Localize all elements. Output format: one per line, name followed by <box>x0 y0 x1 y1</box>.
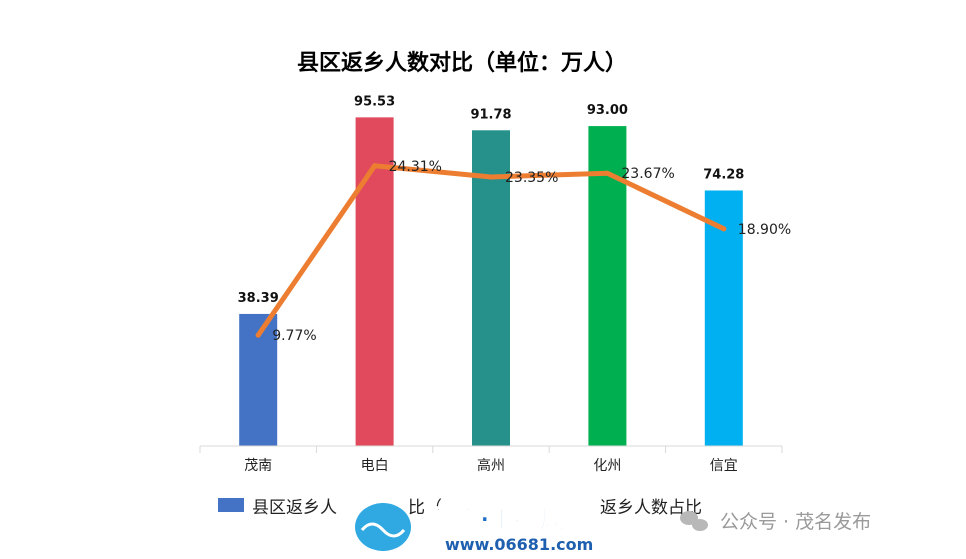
line-value-label: 9.77% <box>272 328 316 344</box>
watermark-logo-icon <box>355 503 411 551</box>
legend-line-label: 返乡人数占比 <box>600 498 702 518</box>
x-tick-label: 高州 <box>477 457 505 474</box>
bar-value-label: 93.00 <box>587 103 628 118</box>
line-point <box>372 163 378 169</box>
line-point <box>604 170 610 176</box>
x-tick-label: 茂南 <box>244 457 272 474</box>
bar-value-label: 91.78 <box>470 107 511 122</box>
bar-value-label: 74.28 <box>703 167 744 182</box>
bar-2 <box>355 117 394 446</box>
bar-5 <box>704 190 743 446</box>
chart-title: 县区返乡人数对比（单位：万人） <box>297 50 627 76</box>
line-value-label: 18.90% <box>738 222 791 238</box>
watermark-site-url: www.06681.com <box>445 535 593 554</box>
watermark-wave-icon <box>360 522 406 538</box>
line-series-layer: 9.77% 24.31% 23.35% 23.67% 18.90% <box>255 159 791 344</box>
line-point <box>488 174 494 180</box>
bars-layer: 38.39 95.53 91.78 93.00 74.28 <box>238 94 744 446</box>
legend-bar-swatch <box>218 498 244 512</box>
account-watermark: 公众号 · 茂名发布 <box>680 511 871 533</box>
bar-value-label: 38.39 <box>238 291 279 306</box>
line-point <box>255 332 261 338</box>
line-value-label: 24.31% <box>389 159 442 175</box>
x-tick-label: 信宜 <box>710 458 738 474</box>
legend-bar-label-tail: 比（ <box>408 498 442 518</box>
bar-3 <box>472 130 510 446</box>
watermark-site-name: 信宜·玉都风情 <box>430 505 590 534</box>
line-value-label: 23.35% <box>505 170 558 186</box>
line-value-label: 23.67% <box>621 166 674 182</box>
legend-bar-label: 县区返乡人 <box>252 498 337 518</box>
x-tick-label: 电白 <box>361 458 389 474</box>
x-tick-label: 化州 <box>593 458 621 474</box>
bar-value-label: 95.53 <box>354 94 395 109</box>
site-watermark: 信宜·玉都风情 www.06681.com <box>355 503 593 554</box>
watermark-account-text: 公众号 · 茂名发布 <box>720 511 871 533</box>
line-point <box>721 226 727 232</box>
x-ticks-layer: 茂南 电白 高州 化州 信宜 <box>199 446 783 474</box>
wechat-icon <box>680 511 708 531</box>
